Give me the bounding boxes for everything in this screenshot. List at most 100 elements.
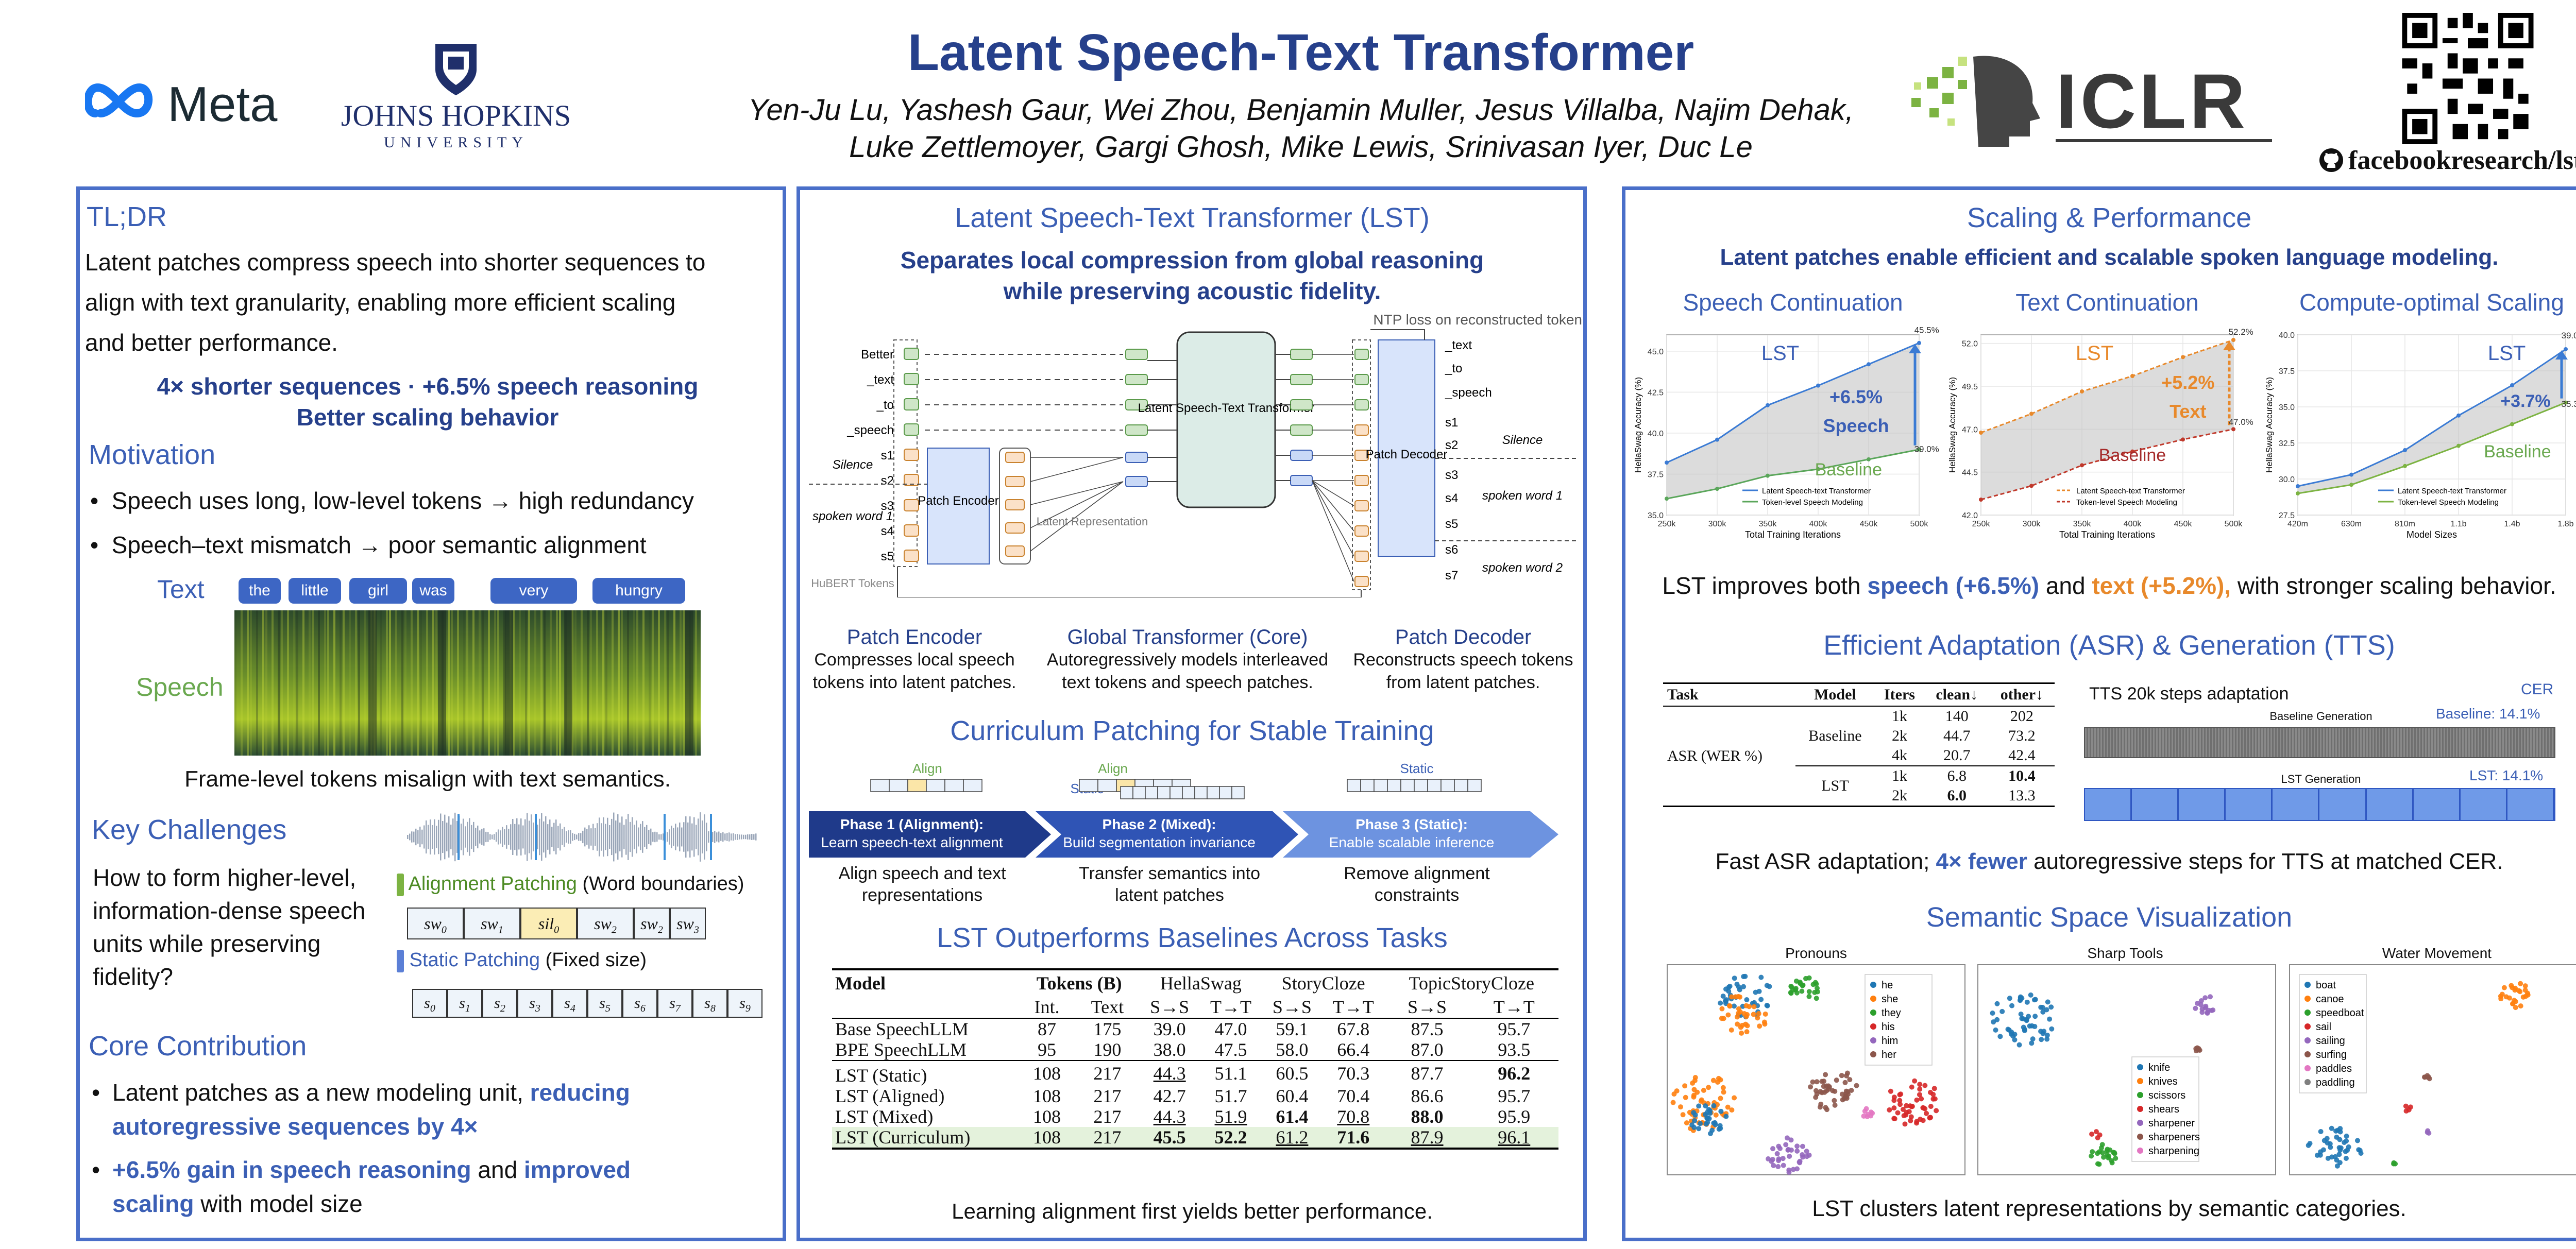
- scatter-point: [1823, 1083, 1829, 1089]
- y-tick-label: 42.0: [1962, 511, 1978, 520]
- output-token-label: s3: [1445, 468, 1458, 482]
- input-token-label: s2: [881, 474, 894, 488]
- tts-lst-gen-label: LST Generation: [2281, 773, 2361, 785]
- results-cell: LST (Static): [835, 1065, 927, 1086]
- x-tick-label: 1.8b: [2557, 520, 2573, 528]
- meta-wordmark: Meta: [167, 77, 278, 132]
- output-token-label: s1: [1445, 416, 1458, 430]
- semantic-caption: LST clusters latent representations by s…: [1812, 1196, 2406, 1221]
- scatter-point: [2523, 994, 2529, 999]
- results-cell: 108: [1033, 1106, 1061, 1127]
- chart-annotation: 47.0%: [2229, 417, 2253, 427]
- align-cell-text: sw: [676, 914, 694, 933]
- static-cell-sub: 6: [640, 1003, 646, 1014]
- scatter-point: [1780, 1156, 1786, 1161]
- scatter-point: [1932, 1096, 1938, 1102]
- align-cell-text: sw: [640, 914, 658, 933]
- phase3-note2: constraints: [1375, 885, 1459, 905]
- scatter-point: [2031, 997, 2037, 1003]
- scatter-point: [1842, 1080, 1848, 1085]
- chart3-title: Compute-optimal Scaling: [2299, 289, 2564, 316]
- scatter-point: [2522, 983, 2528, 989]
- results-cell: 108: [1033, 1086, 1061, 1106]
- scatter-point: [1761, 1019, 1767, 1025]
- scatter-point: [1908, 1118, 1913, 1123]
- github-link[interactable]: facebookresearch/lst: [2318, 145, 2576, 176]
- qr-code-icon: [2402, 13, 2534, 144]
- y-axis-label: HellaSwag Accuracy (%): [1633, 377, 1643, 473]
- results-cell: 59.1: [1276, 1019, 1309, 1039]
- scatter-point: [1720, 1085, 1726, 1090]
- scatter-point: [1847, 1077, 1853, 1083]
- scatter-point: [1806, 989, 1812, 995]
- motivation-b1-text: Speech uses long, low-level tokens → hig…: [111, 487, 694, 514]
- scatter-point: [2345, 1148, 2350, 1153]
- results-table-el: Model Tokens (B) HellaSwag StoryCloze TopicS…: [832, 968, 1558, 1150]
- scatter-point: [1680, 1112, 1686, 1118]
- scatter-point: [1737, 994, 1743, 1000]
- y-tick-label: 35.0: [2279, 403, 2295, 412]
- scatter-point: [1914, 1119, 1920, 1124]
- results-row: Base SpeechLLM 87 175 39.0 47.0 59.1 67.8 87.5 9…: [832, 1018, 1558, 1039]
- qr-code[interactable]: [2401, 13, 2535, 144]
- scatter-point: [1726, 988, 1732, 994]
- static-cell-text: s: [704, 995, 710, 1012]
- scatter-point: [1898, 1091, 1904, 1097]
- static-cell-sub: 3: [535, 1003, 540, 1014]
- scatter-point: [2343, 1156, 2349, 1161]
- scatter-point: [1701, 1087, 1706, 1093]
- scatter-point: [1891, 1098, 1897, 1103]
- scatter-point: [2028, 992, 2033, 998]
- scatter-sharp-tools: knife knives scissors shears sharpener sharpe…: [1977, 964, 2276, 1175]
- x-tick-label: 400k: [1809, 520, 1828, 528]
- scatter-point: [1725, 1104, 1731, 1110]
- scatter-point: [1844, 1096, 1850, 1101]
- chart-annotation: Text: [2170, 401, 2206, 422]
- series-point: [2564, 400, 2568, 405]
- results-cell: 217: [1093, 1086, 1122, 1106]
- series-point: [1665, 497, 1669, 501]
- legend-entry: Token-level Speech Modeling: [2398, 498, 2499, 507]
- scatter-point: [1814, 1079, 1820, 1085]
- github-handle: facebookresearch/lst: [2348, 146, 2576, 175]
- scatter-point: [2335, 1127, 2341, 1133]
- asr-cell: 1k: [1891, 767, 1907, 784]
- scatter-legend-entry: she: [1882, 994, 1898, 1005]
- series-point: [1665, 460, 1669, 465]
- scatter-point: [2518, 1003, 2523, 1009]
- scatter-point: [1771, 1162, 1776, 1168]
- static-cell: s7: [657, 989, 692, 1018]
- input-token-label: s4: [881, 524, 894, 538]
- scatter-point: [2032, 1014, 2038, 1019]
- series-point: [1917, 447, 1921, 452]
- static-cell-sub: 7: [675, 1003, 681, 1014]
- scatter-legend-entry: sail: [2316, 1021, 2331, 1033]
- scatter-point: [1718, 1077, 1723, 1083]
- speech-row-label: Speech: [136, 673, 224, 702]
- scatter-point: [1794, 1166, 1800, 1172]
- align-cell: sw2: [634, 908, 670, 939]
- results-cell: 87.7: [1411, 1063, 1444, 1084]
- scatter-point: [1758, 997, 1764, 1002]
- scatter-point: [1806, 994, 1812, 999]
- align-cell-text: sw: [481, 914, 498, 933]
- curriculum-heading: Curriculum Patching for Stable Training: [950, 715, 1434, 746]
- scatter-point: [1723, 997, 1729, 1003]
- sem1-title: Pronouns: [1785, 945, 1847, 961]
- series-line: [2297, 402, 2566, 494]
- curriculum-arrow-diagram: Align Align Static Static Phase 1 (Align…: [809, 761, 1558, 905]
- scatter-point: [1887, 1107, 1892, 1113]
- series-point: [2510, 383, 2514, 387]
- scatter-point: [1751, 1012, 1756, 1017]
- scatter-point: [2498, 996, 2504, 1002]
- hubert-label: HuBERT Tokens: [811, 577, 894, 590]
- align-cell-sub: 2: [611, 924, 617, 936]
- scatter-point: [1931, 1086, 1937, 1091]
- enc-desc1: Compresses local speech: [814, 650, 1015, 670]
- logo-iclr: ICLR: [1906, 46, 2282, 149]
- motivation-bullet-1: • Speech uses long, low-level tokens → h…: [90, 487, 694, 514]
- scatter-point: [2024, 999, 2030, 1005]
- scatter-point: [1721, 1016, 1726, 1021]
- scatter-point: [2048, 1004, 2054, 1010]
- scatter-legend-entry: shears: [2148, 1104, 2179, 1115]
